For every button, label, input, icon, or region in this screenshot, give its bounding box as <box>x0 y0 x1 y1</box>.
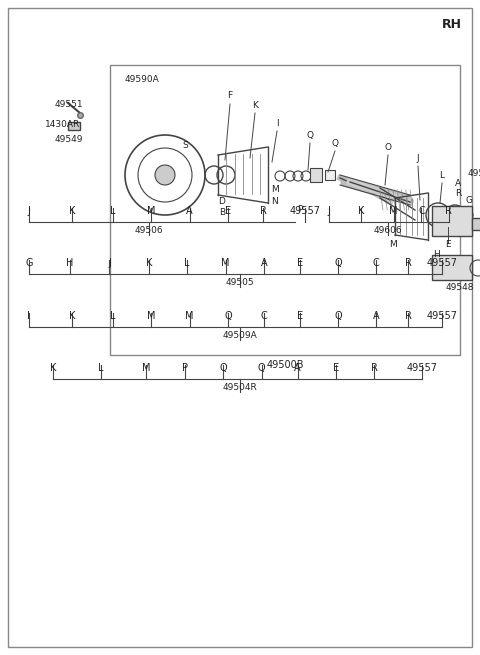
Text: D: D <box>218 197 226 206</box>
Text: G: G <box>466 196 472 205</box>
Text: J: J <box>327 206 330 215</box>
Text: H: H <box>433 250 440 259</box>
Text: K: K <box>252 101 258 110</box>
Text: R: R <box>405 258 411 268</box>
Text: J: J <box>417 154 420 163</box>
Text: 49509A: 49509A <box>223 331 257 339</box>
Bar <box>68 122 80 130</box>
Text: 49551: 49551 <box>55 100 84 109</box>
Text: L: L <box>98 363 104 373</box>
Text: Q: Q <box>335 310 342 320</box>
Text: 49548: 49548 <box>446 283 474 292</box>
Text: 49500B: 49500B <box>266 360 304 370</box>
Text: Q: Q <box>307 131 313 140</box>
Text: 49549: 49549 <box>55 135 84 144</box>
Text: A: A <box>186 206 193 215</box>
Text: P: P <box>182 363 188 373</box>
Text: E: E <box>225 206 231 215</box>
Text: 49557: 49557 <box>468 169 480 178</box>
Text: I: I <box>27 310 30 320</box>
Text: Q: Q <box>332 139 338 148</box>
Text: M: M <box>221 258 230 268</box>
Text: A: A <box>455 179 461 188</box>
Text: L: L <box>110 206 116 215</box>
Text: 49557: 49557 <box>289 206 320 215</box>
Text: 49557: 49557 <box>426 258 457 268</box>
Text: RH: RH <box>442 18 462 31</box>
Text: N: N <box>272 197 278 206</box>
Text: A: A <box>372 310 379 320</box>
Text: M: M <box>147 206 156 215</box>
Text: C: C <box>418 206 425 215</box>
Text: 49606: 49606 <box>373 226 402 235</box>
Text: L: L <box>440 171 444 180</box>
Text: A: A <box>294 363 301 373</box>
Text: 49504R: 49504R <box>223 383 257 392</box>
Text: A: A <box>261 258 267 268</box>
Text: 49590A: 49590A <box>125 75 160 84</box>
Text: M: M <box>185 310 194 320</box>
Text: M: M <box>271 185 279 194</box>
Circle shape <box>155 165 175 185</box>
Text: R: R <box>405 310 411 320</box>
Text: R: R <box>445 206 452 215</box>
Text: K: K <box>49 363 56 373</box>
Text: S: S <box>182 141 188 150</box>
Text: K: K <box>358 206 365 215</box>
Text: O: O <box>384 143 392 152</box>
Text: E: E <box>297 258 303 268</box>
Text: J: J <box>27 206 30 215</box>
Text: K: K <box>69 206 75 215</box>
Bar <box>110 65 460 355</box>
Bar <box>325 170 335 180</box>
Bar <box>310 168 322 182</box>
Text: B: B <box>219 208 225 217</box>
Text: M: M <box>389 206 398 215</box>
Text: C: C <box>372 258 379 268</box>
Text: R: R <box>455 189 461 198</box>
Text: E: E <box>445 240 451 249</box>
Text: R: R <box>371 363 378 373</box>
Text: Q: Q <box>224 310 232 320</box>
Text: M: M <box>389 240 397 249</box>
Text: 49506: 49506 <box>134 226 163 235</box>
Text: P: P <box>297 205 303 214</box>
Text: E: E <box>297 310 303 320</box>
Text: K: K <box>69 310 75 320</box>
Text: M: M <box>142 363 151 373</box>
Text: Q: Q <box>335 258 342 268</box>
Text: C: C <box>261 310 267 320</box>
Text: L: L <box>110 310 116 320</box>
Text: R: R <box>260 206 266 215</box>
Text: L: L <box>184 258 190 268</box>
Text: Q: Q <box>219 363 227 373</box>
Text: 49557: 49557 <box>407 363 438 373</box>
Text: 49557: 49557 <box>426 310 457 320</box>
Text: 1430AR: 1430AR <box>45 120 80 129</box>
Bar <box>432 255 472 280</box>
Text: G: G <box>25 258 33 268</box>
Bar <box>472 218 480 230</box>
Text: M: M <box>147 310 156 320</box>
Text: K: K <box>145 258 152 268</box>
Text: 49505: 49505 <box>226 278 254 287</box>
Bar <box>432 206 472 236</box>
Text: I: I <box>276 119 278 128</box>
Text: F: F <box>228 91 233 100</box>
Text: E: E <box>333 363 339 373</box>
Text: Q: Q <box>258 363 265 373</box>
Text: H: H <box>66 258 73 268</box>
Text: J: J <box>108 258 111 268</box>
